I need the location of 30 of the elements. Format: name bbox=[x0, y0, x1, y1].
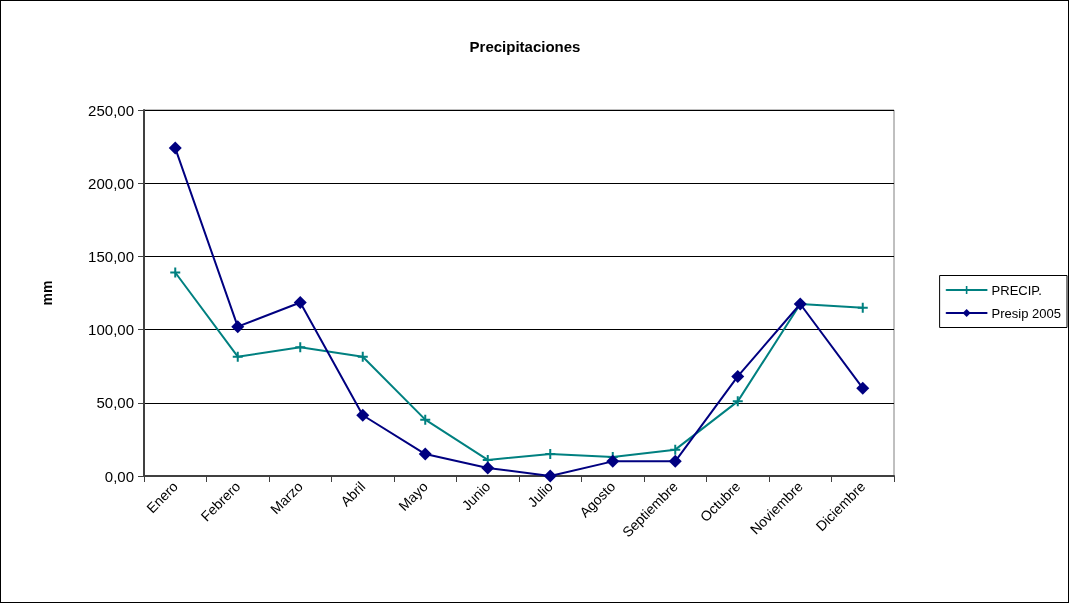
y-tick-label: 100,00 bbox=[88, 321, 134, 339]
y-axis-title: mm bbox=[39, 280, 55, 306]
point bbox=[545, 449, 556, 460]
point bbox=[418, 447, 432, 461]
legend-label: Presip 2005 bbox=[991, 305, 1062, 321]
y-tick-label: 50,00 bbox=[96, 394, 134, 412]
point bbox=[731, 369, 745, 383]
point bbox=[170, 267, 181, 278]
point bbox=[732, 396, 743, 407]
point bbox=[856, 381, 870, 395]
chart-title: Precipitaciones bbox=[469, 38, 581, 55]
y-tick-label: 150,00 bbox=[88, 247, 134, 265]
point bbox=[481, 461, 495, 475]
point bbox=[357, 351, 368, 362]
y-tick-label: 200,00 bbox=[88, 174, 134, 192]
point bbox=[232, 351, 243, 362]
point bbox=[356, 408, 370, 422]
point bbox=[606, 454, 620, 468]
legend-label: PRECIP. bbox=[991, 282, 1042, 298]
point bbox=[670, 444, 681, 455]
point bbox=[857, 302, 868, 313]
point bbox=[231, 320, 245, 334]
y-tick-label: 0,00 bbox=[104, 467, 134, 485]
point bbox=[420, 414, 431, 425]
point bbox=[293, 296, 307, 310]
y-tick-label: 250,00 bbox=[88, 101, 134, 119]
point bbox=[295, 342, 306, 353]
point bbox=[543, 469, 557, 483]
point bbox=[668, 454, 682, 468]
point bbox=[168, 141, 182, 155]
